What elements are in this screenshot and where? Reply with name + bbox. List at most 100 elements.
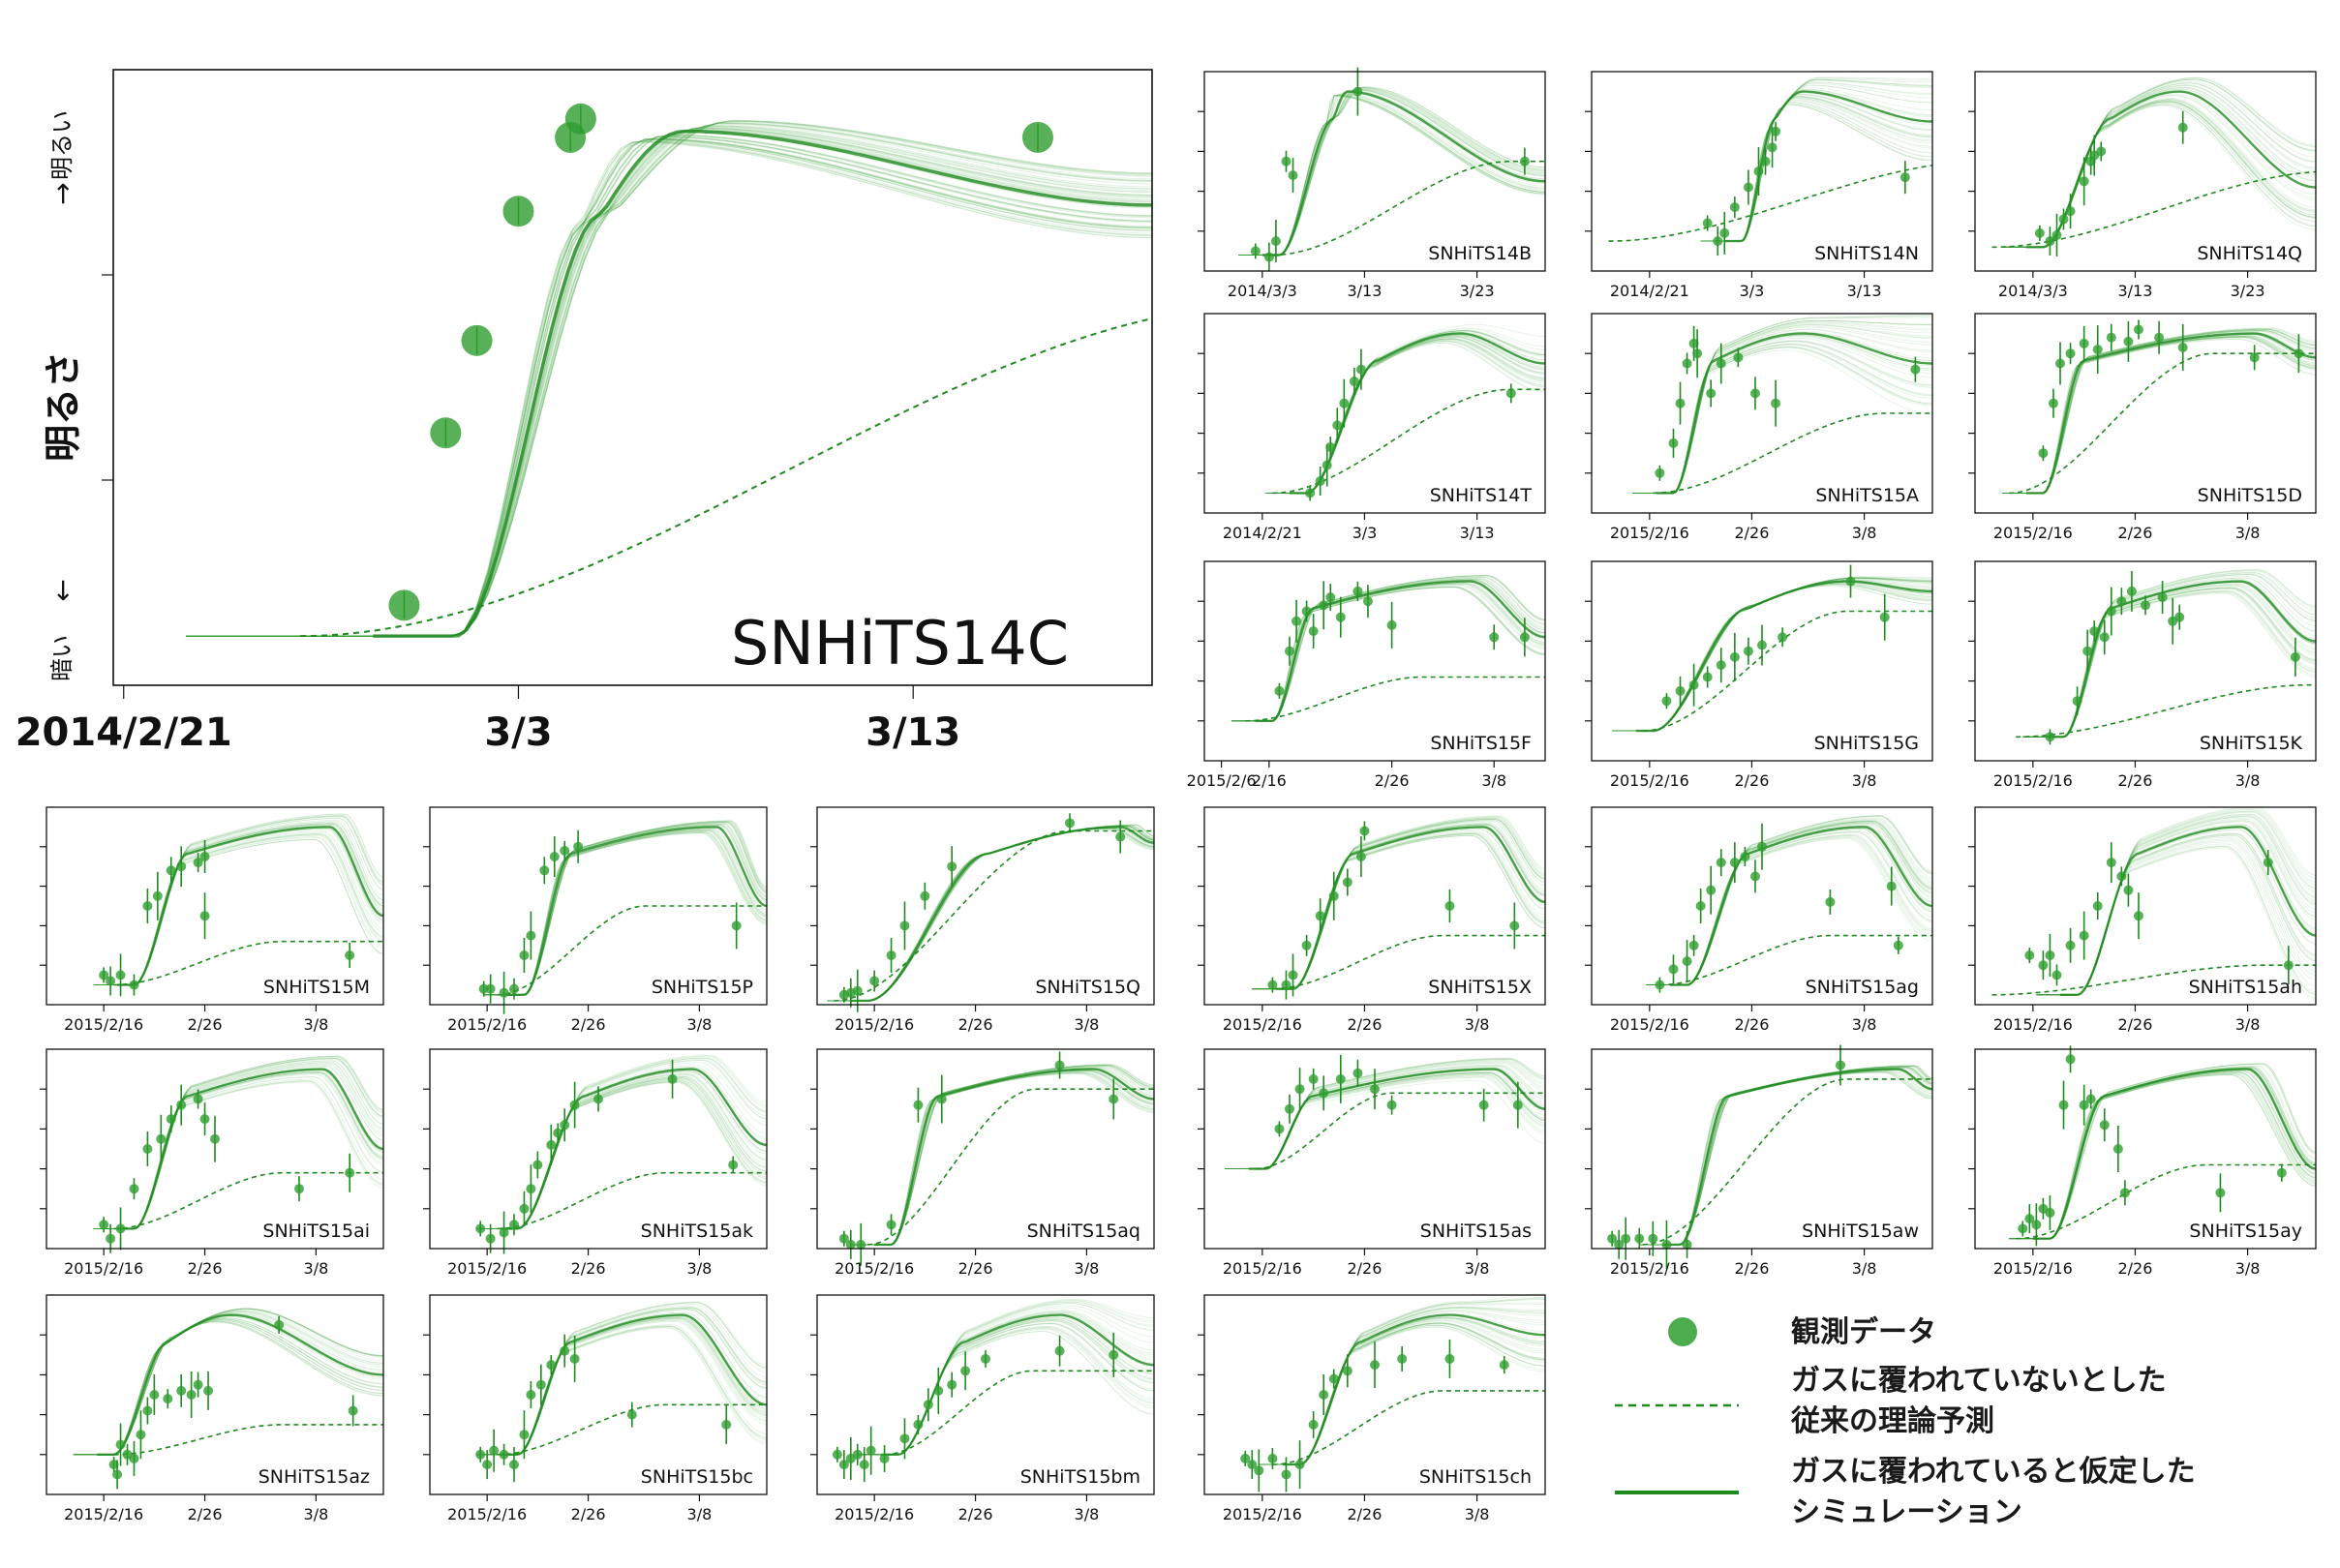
model-realisation <box>1639 1067 1933 1246</box>
model-realisation <box>186 129 1153 637</box>
observed-point <box>2045 236 2055 247</box>
observed-point <box>838 1233 849 1244</box>
model-realisation <box>850 1070 1155 1246</box>
lightcurve-panel-SNHiTS15G: 2015/2/16 2/26 3/8 SNHiTS15G <box>1585 560 1933 790</box>
observed-point <box>1115 831 1126 842</box>
observed-point <box>859 1460 869 1470</box>
model-realisation <box>186 137 1153 637</box>
model-realisation <box>1639 1069 1933 1246</box>
model-realisation <box>2002 331 2317 494</box>
model-realisation <box>827 825 1155 1002</box>
model-realisation <box>186 129 1153 637</box>
model-realisation <box>1238 90 1546 256</box>
model-realisation <box>1252 830 1546 990</box>
x-tick-label: 2/26 <box>1347 1505 1382 1523</box>
model-realisation <box>2002 337 2317 494</box>
observed-point <box>129 980 139 990</box>
plot-frame <box>816 806 1155 1006</box>
observed-point <box>99 970 109 980</box>
observed-point <box>1825 896 1836 907</box>
observed-point <box>1355 852 1366 861</box>
model-realisation <box>2002 332 2317 494</box>
model-realisation <box>1231 586 1546 722</box>
observed-point <box>2106 858 2116 868</box>
main-ylabel: 明るさ <box>42 351 84 462</box>
model-realisation <box>1265 336 1546 494</box>
model-realisation <box>850 1067 1155 1246</box>
model-realisation <box>1632 344 1933 494</box>
model-realisation <box>1639 1067 1933 1246</box>
model-realisation <box>1639 1070 1933 1246</box>
x-tick-label: 3/8 <box>2235 524 2261 542</box>
model-realisation <box>1265 336 1546 494</box>
model-realisation <box>186 140 1153 637</box>
observed-point <box>546 1360 557 1371</box>
model-realisation <box>850 1067 1155 1246</box>
model-realisation <box>1225 1076 1546 1170</box>
model-realisation <box>186 136 1153 637</box>
model-realisation <box>1639 1065 1933 1246</box>
model-realisation <box>1238 95 1546 256</box>
x-tick-label: 2015/2/16 <box>1610 771 1689 790</box>
observed-point <box>1886 881 1897 891</box>
observed-point <box>1845 576 1856 587</box>
observed-point <box>519 1203 530 1214</box>
no-gas-prediction-line <box>1272 1390 1545 1465</box>
observed-point <box>2126 586 2137 596</box>
gas-model-line <box>1724 90 1932 243</box>
plot-frame <box>46 806 384 1006</box>
x-tick-label: 2/26 <box>1347 1015 1382 1034</box>
observed-point <box>838 1460 849 1470</box>
model-realisation <box>827 824 1155 1002</box>
x-tick-label: 2015/2/16 <box>64 1505 143 1523</box>
model-realisation <box>1700 91 1932 242</box>
x-tick-label: 2015/2/16 <box>447 1505 527 1523</box>
model-realisation <box>186 138 1153 637</box>
x-tick-label: 3/8 <box>2235 1259 2261 1278</box>
observed-point <box>886 950 896 960</box>
model-realisation <box>186 128 1153 637</box>
model-realisation <box>2009 1063 2317 1240</box>
observed-point <box>388 589 420 621</box>
model-realisation <box>2009 1070 2317 1240</box>
observed-point <box>913 1419 924 1430</box>
observed-point <box>509 1460 519 1470</box>
observed-point <box>1688 338 1699 348</box>
observed-point <box>136 1430 146 1440</box>
gas-model-line <box>501 1313 768 1456</box>
model-realisation <box>850 1071 1155 1246</box>
observed-point <box>1339 398 1350 408</box>
model-realisation <box>1639 1068 1933 1246</box>
model-realisation <box>186 128 1153 637</box>
no-gas-prediction-line <box>113 1424 383 1456</box>
observed-point <box>1512 1100 1523 1110</box>
model-realisation <box>186 121 1153 637</box>
model-realisation <box>1238 90 1546 256</box>
model-realisation <box>1639 1066 1933 1246</box>
observed-point <box>1757 841 1767 852</box>
model-realisation <box>1231 586 1546 722</box>
no-gas-prediction-line <box>884 1370 1154 1456</box>
model-realisation <box>186 129 1153 637</box>
model-realisation <box>2002 332 2317 494</box>
x-tick-label: 3/13 <box>866 710 960 755</box>
observed-point <box>519 950 530 960</box>
gas-model-line <box>1670 826 1933 986</box>
observed-point <box>2157 592 2168 603</box>
model-realisation <box>1265 335 1546 494</box>
model-realisation <box>1265 330 1546 494</box>
observed-point <box>546 1139 557 1150</box>
plot-frame <box>1591 1048 1933 1250</box>
model-realisation <box>186 125 1153 637</box>
model-realisation <box>2002 329 2317 494</box>
plot-frame <box>1591 71 1933 272</box>
model-realisation <box>2002 333 2317 494</box>
model-realisation <box>2009 1071 2317 1240</box>
observed-point <box>1509 920 1520 931</box>
lightcurve-panel-SNHiTS15ah: 2015/2/16 2/26 3/8 SNHiTS15ah <box>1968 806 2317 1034</box>
model-realisation <box>1632 328 1933 494</box>
x-tick-label: 2015/2/16 <box>1610 524 1689 542</box>
model-realisation <box>483 831 768 996</box>
observed-point <box>2045 1207 2055 1218</box>
model-realisation <box>2009 1074 2317 1240</box>
